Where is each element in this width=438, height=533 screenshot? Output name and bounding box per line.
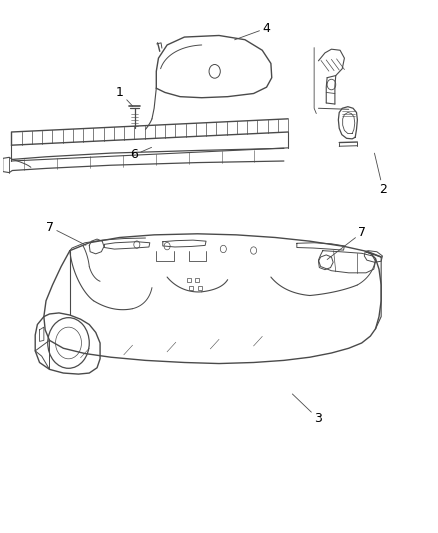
Text: 4: 4 [235, 22, 270, 40]
Text: 7: 7 [46, 221, 86, 245]
Text: 6: 6 [131, 147, 152, 161]
Text: 2: 2 [374, 153, 387, 196]
Text: 3: 3 [292, 394, 322, 425]
Text: 7: 7 [327, 226, 366, 260]
Text: 1: 1 [116, 86, 133, 106]
